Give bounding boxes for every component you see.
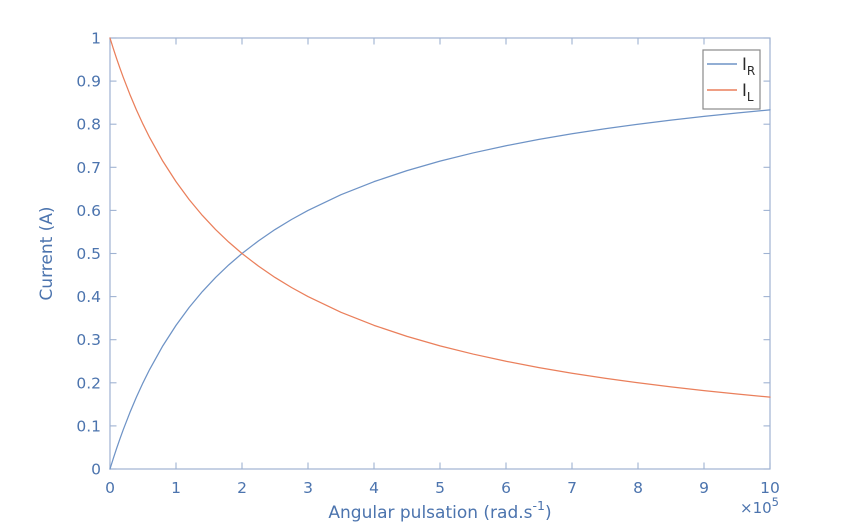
x-tick-label: 9 xyxy=(699,479,709,497)
x-tick-label: 0 xyxy=(105,479,115,497)
y-axis-label: Current (A) xyxy=(37,206,57,300)
legend: IR IL xyxy=(702,49,761,110)
legend-label-I_R: IR xyxy=(742,55,755,78)
y-tick-label: 0 xyxy=(91,461,101,479)
y-tick-label: 0.9 xyxy=(76,73,101,91)
x-axis-multiplier: ×105 xyxy=(740,495,779,517)
plot-box xyxy=(109,37,771,470)
y-tick-label: 0.8 xyxy=(76,116,101,134)
x-tick-label: 3 xyxy=(303,479,313,497)
legend-box[interactable] xyxy=(702,49,761,110)
y-tick-label: 0.7 xyxy=(76,159,101,177)
x-axis-label: Angular pulsation (rad.s-1) xyxy=(328,498,551,523)
x-tick-label: 8 xyxy=(633,479,643,497)
series-line-I_L xyxy=(109,37,771,398)
y-tick-label: 1 xyxy=(91,30,101,48)
axes-layer xyxy=(109,37,771,470)
x-tick-label: 5 xyxy=(435,479,445,497)
y-tick-label: 0.3 xyxy=(76,331,101,349)
x-tick-label: 10 xyxy=(760,479,780,497)
x-tick-label: 1 xyxy=(171,479,181,497)
series-line-I_R xyxy=(109,109,771,470)
tick-label-layer: 0 1 2 3 4 5 6 7 8 9 10 0 0.1 0.2 0.3 0.4 0.5 0.6 0.7 0.8 0.9… xyxy=(76,30,780,498)
x-tick-label: 2 xyxy=(237,479,247,497)
x-tick-label: 7 xyxy=(567,479,577,497)
y-tick-label: 0.4 xyxy=(76,288,101,306)
axis-label-layer: Current (A) Angular pulsation (rad.s-1) … xyxy=(37,206,779,523)
legend-label-I_L: IL xyxy=(742,81,754,104)
x-tick-label: 6 xyxy=(501,479,511,497)
y-tick-label: 0.2 xyxy=(76,374,101,392)
y-tick-label: 0.1 xyxy=(76,417,101,435)
series-layer xyxy=(109,37,771,470)
x-tick-label: 4 xyxy=(369,479,379,497)
y-tick-label: 0.6 xyxy=(76,202,101,220)
y-tick-label: 0.5 xyxy=(76,245,101,263)
